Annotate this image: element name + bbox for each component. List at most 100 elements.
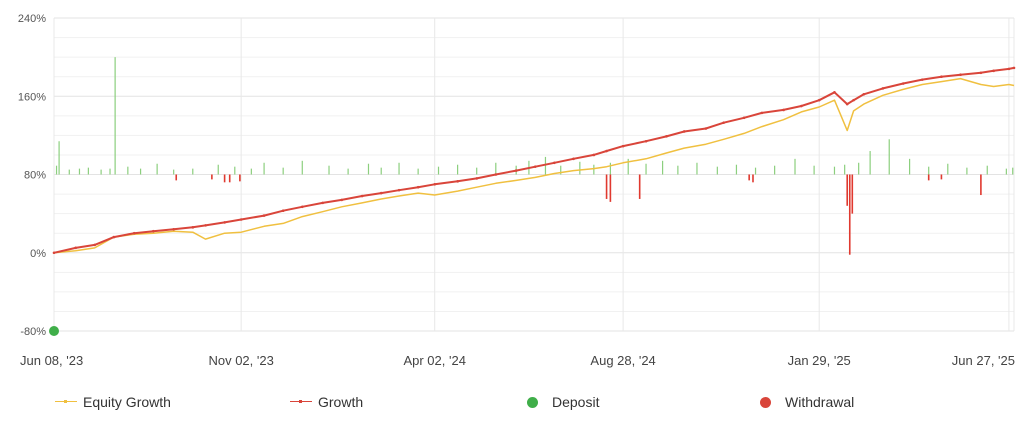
y-tick-label: 240% [18, 13, 46, 25]
growth-point [1012, 66, 1016, 70]
x-axis-labels: Jun 08, '23 Nov 02, '23 Apr 02, '24 Aug 28,… [20, 353, 1015, 368]
x-tick-label: Jun 08, '23 [20, 353, 83, 368]
growth-point [845, 102, 849, 106]
growth-point [901, 82, 905, 85]
growth-point [223, 221, 226, 224]
growth-point [862, 92, 866, 96]
growth-point [722, 121, 726, 124]
volume-bar-up [609, 162, 611, 175]
x-tick-label: Jan 29, '25 [788, 353, 851, 368]
volume-bar-up [173, 169, 175, 175]
volume-bar-down [223, 174, 226, 183]
growth-point [553, 161, 556, 165]
growth-point [379, 191, 383, 195]
volume-bar-up [156, 163, 158, 175]
growth-point [704, 127, 708, 130]
volume-bar-up [579, 161, 581, 175]
growth-point [959, 73, 962, 77]
growth-point [533, 165, 537, 168]
x-tick-label: Jun 27, '25 [952, 353, 1015, 368]
deposit-marker [49, 326, 59, 336]
growth-point [782, 108, 785, 112]
volume-bar-down [752, 174, 754, 183]
volume-bar-up [677, 165, 679, 175]
volume-bar-up [735, 164, 738, 175]
volume-bar-up [908, 158, 911, 175]
volume-bar-down [638, 174, 641, 199]
growth-point [852, 98, 855, 102]
growth-point [152, 229, 155, 233]
volume-bar-up [544, 156, 547, 175]
volume-bar-up [869, 151, 871, 175]
growth-point [682, 130, 686, 133]
volume-bar-up [754, 167, 757, 175]
volume-bar-up [774, 165, 776, 175]
growth-line [53, 66, 1015, 254]
volume-bar-down [211, 174, 213, 180]
growth-point [760, 111, 764, 115]
volume-bar-up [986, 165, 988, 175]
growth-point [456, 180, 459, 183]
volume-bar-up [250, 168, 252, 175]
growth-point [940, 75, 943, 78]
volume-bar-down [980, 174, 982, 196]
growth-point [475, 177, 479, 180]
growth-point [204, 224, 207, 227]
volume-bar-up [192, 168, 194, 175]
volume-bars [55, 57, 1014, 255]
volume-bar-up [263, 162, 265, 175]
legend: Equity Growth Growth Deposit Withdrawal [0, 392, 1024, 416]
volume-bar-up [627, 158, 629, 175]
legend-growth[interactable]: Growth [290, 392, 363, 412]
volume-bar-up [127, 166, 129, 175]
volume-bar-up [114, 57, 116, 175]
growth-point [742, 116, 746, 120]
volume-bar-down [748, 174, 750, 181]
y-tick-label: -80% [20, 326, 46, 338]
volume-bar-up [661, 160, 664, 175]
growth-point [132, 231, 136, 235]
growth-point [262, 214, 266, 217]
growth-point [172, 227, 175, 231]
legend-equity-growth[interactable]: Equity Growth [55, 392, 171, 412]
volume-bar-up [380, 167, 382, 175]
legend-growth-label: Growth [318, 394, 364, 410]
volume-bar-up [844, 164, 846, 175]
volume-bar-up [560, 165, 562, 175]
growth-point [644, 139, 648, 143]
volume-bar-up [328, 165, 330, 175]
volume-bar-up [495, 162, 497, 175]
growth-point [833, 91, 836, 94]
growth-point [93, 243, 97, 247]
growth-point [665, 135, 668, 138]
growth-point [592, 153, 596, 157]
volume-bar-up [1012, 167, 1014, 175]
volume-bar-down [605, 174, 608, 199]
growth-point [321, 201, 324, 205]
growth-point [881, 87, 885, 90]
growth-point [494, 173, 498, 176]
volume-bar-up [139, 168, 142, 175]
volume-bar-down [846, 174, 849, 206]
volume-bar-down [175, 174, 178, 181]
volume-bar-up [928, 166, 930, 175]
growth-point [605, 149, 608, 153]
legend-withdrawal[interactable]: Withdrawal [756, 392, 854, 412]
volume-bar-up [645, 163, 647, 175]
y-tick-label: 160% [18, 91, 46, 103]
volume-bar-up [716, 166, 718, 175]
volume-bar-up [888, 139, 890, 175]
volume-bar-up [87, 167, 89, 175]
volume-bar-down [851, 174, 854, 214]
volume-bar-up [833, 166, 836, 175]
growth-point [281, 209, 285, 212]
legend-deposit[interactable]: Deposit [523, 392, 599, 412]
volume-bar-up [696, 162, 698, 175]
volume-bar-down [848, 174, 851, 255]
growth-point [239, 218, 243, 221]
legend-deposit-label: Deposit [552, 394, 600, 410]
volume-bar-up [100, 169, 102, 175]
volume-bar-up [234, 166, 236, 175]
growth-point [817, 98, 821, 102]
growth-point [191, 226, 195, 229]
